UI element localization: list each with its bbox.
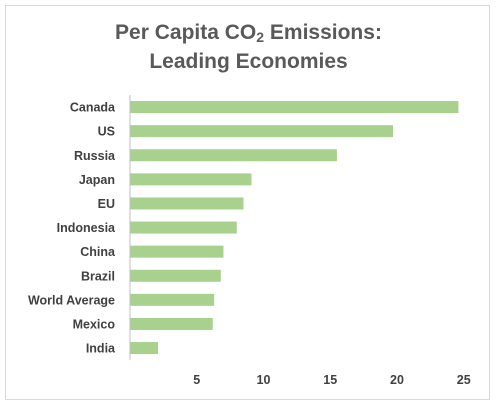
bars-group [130,101,459,355]
category-label: World Average [28,293,115,307]
x-tick-label: 15 [323,373,337,387]
category-label: India [86,342,116,356]
category-label: Canada [70,101,116,115]
x-tick-label: 10 [257,373,271,387]
category-label: Russia [74,149,116,163]
category-label: Brazil [81,269,115,283]
category-label: Japan [79,173,115,187]
chart-frame [5,5,490,400]
x-tick-label: 25 [457,373,471,387]
x-tick-labels: 5 10 15 20 25 [193,373,470,387]
chart-title-line-1: Per Capita CO2 Emissions: [115,21,382,45]
bar-russia [130,149,337,162]
category-label: Mexico [73,317,116,331]
bar-canada [130,101,459,114]
bar-china [130,245,224,258]
category-label: Indonesia [57,221,116,235]
chart-title: Per Capita CO2 Emissions: Leading Econom… [0,18,497,76]
bar-world-average [130,293,215,306]
bar-mexico [130,317,213,330]
category-labels: Canada US Russia Japan EU Indonesia China Brazi… [28,101,116,356]
chart-title-line-2: Leading Economies [149,50,348,73]
category-label: China [80,245,116,259]
category-label: EU [98,197,115,211]
bar-eu [130,197,244,210]
x-tick-label: 20 [390,373,404,387]
bar-brazil [130,269,221,282]
bar-indonesia [130,221,237,234]
bar-us [130,125,393,138]
category-label: US [98,125,115,139]
x-tick-label: 5 [193,373,200,387]
bar-japan [130,173,252,186]
bar-india [130,342,159,355]
